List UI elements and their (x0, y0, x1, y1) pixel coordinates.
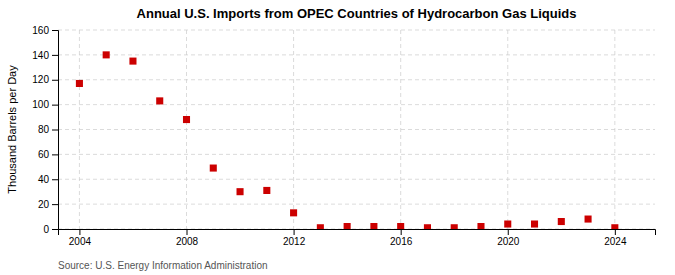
x-axis-tick-label: 2008 (176, 236, 199, 247)
grid-line-y (58, 154, 655, 155)
point (317, 224, 324, 229)
chart: 2004 2008 2012 2016 2020 2024 0 20 40 60 80 100 120 1… (0, 0, 675, 275)
grid-line-x (79, 30, 80, 229)
y-axis-tick-mark (52, 154, 58, 155)
grid (58, 30, 655, 229)
x-axis-tick-label: 2024 (604, 236, 627, 247)
x-axis-tick-label: 2004 (69, 236, 92, 247)
point (531, 220, 538, 227)
point (477, 223, 484, 229)
y-axis-tick-mark (52, 204, 58, 205)
x-axis-tick-mark (187, 229, 188, 235)
point (451, 224, 458, 229)
grid-line-y (58, 204, 655, 205)
y-axis-tick: 20 (38, 199, 58, 210)
y-axis-tick: 100 (32, 99, 58, 110)
grid-line-y (58, 129, 655, 130)
title: Annual U.S. Imports from OPEC Countries … (137, 6, 577, 21)
x-axis-tick: 2012 (283, 229, 306, 247)
x-axis-tick-label: 2016 (390, 236, 413, 247)
point (558, 218, 565, 225)
y-axis-tick: 80 (38, 124, 58, 135)
y-axis-tick: 0 (43, 224, 58, 235)
x-axis-tick-mark (401, 229, 402, 235)
x-axis-tick-mark (294, 229, 295, 235)
x-axis-tick-mark (615, 229, 616, 235)
grid-line-x (614, 30, 615, 229)
grid-line-y (58, 30, 655, 31)
point (397, 223, 404, 229)
x-axis-tick-mark (508, 229, 509, 235)
point (424, 224, 431, 229)
plot: 2004 2008 2012 2016 2020 2024 0 20 40 60 80 100 120 1… (32, 25, 655, 247)
y-axis-tick-mark (52, 30, 58, 31)
point (585, 216, 592, 223)
y-axis-tick: 160 (32, 25, 58, 36)
x-axis-line (59, 230, 656, 236)
y-axis-tick-mark (52, 130, 58, 131)
x-axis-tick-label: 2020 (497, 236, 520, 247)
point (210, 165, 217, 172)
y-axis-tick-label: 140 (32, 50, 49, 61)
point (237, 188, 244, 195)
y-axis-tick-mark (52, 55, 58, 56)
y-axis-tick-label: 40 (38, 174, 50, 185)
y-axis-tick-mark (52, 179, 58, 180)
grid-line-y (58, 179, 655, 180)
x-axis: 2004 2008 2012 2016 2020 2024 (59, 229, 656, 247)
grid-line-y (58, 104, 655, 105)
point (611, 224, 618, 229)
point (344, 223, 351, 229)
y-axis-title: Thousand Barrels per Day (6, 65, 18, 194)
x-axis-tick: 2024 (604, 229, 627, 247)
x-axis-tick-label: 2012 (283, 236, 306, 247)
point (183, 116, 190, 123)
point (370, 223, 377, 229)
x-axis-tick-mark (79, 229, 80, 235)
y-axis-tick-mark (52, 229, 58, 230)
point (290, 209, 297, 216)
grid-line-x (507, 30, 508, 229)
y-axis-tick-label: 60 (38, 149, 50, 160)
grid-line-x (400, 30, 401, 229)
y-axis-tick-label: 160 (32, 25, 49, 36)
y-axis-tick: 140 (32, 50, 58, 61)
point (263, 187, 270, 194)
y-axis-tick-mark (52, 105, 58, 106)
source: Source: U.S. Energy Information Administ… (58, 260, 268, 271)
grid-line-y (58, 79, 655, 80)
x-axis-tick: 2008 (176, 229, 199, 247)
point (504, 220, 511, 227)
y-axis-tick-label: 100 (32, 99, 49, 110)
y-axis-tick-label: 20 (38, 199, 50, 210)
y-axis-tick-label: 0 (43, 224, 49, 235)
x-axis-tick: 2020 (497, 229, 520, 247)
point (156, 97, 163, 104)
y-axis-line (52, 31, 59, 230)
grid-line-x (293, 30, 294, 229)
y-axis-tick: 40 (38, 174, 58, 185)
y-axis-tick-mark (52, 80, 58, 81)
grid-line-y (58, 54, 655, 55)
point (76, 80, 83, 87)
y-axis-tick-label: 120 (32, 74, 49, 85)
points (76, 51, 618, 229)
point (129, 58, 136, 65)
point (103, 51, 110, 58)
grid-line-x (186, 30, 187, 229)
y-axis-tick-label: 80 (38, 124, 50, 135)
y-axis-tick: 60 (38, 149, 58, 160)
x-axis-tick: 2004 (69, 229, 92, 247)
y-axis-tick: 120 (32, 74, 58, 85)
x-axis-tick: 2016 (390, 229, 413, 247)
y-axis: 0 20 40 60 80 100 120 140 160 (32, 25, 58, 235)
